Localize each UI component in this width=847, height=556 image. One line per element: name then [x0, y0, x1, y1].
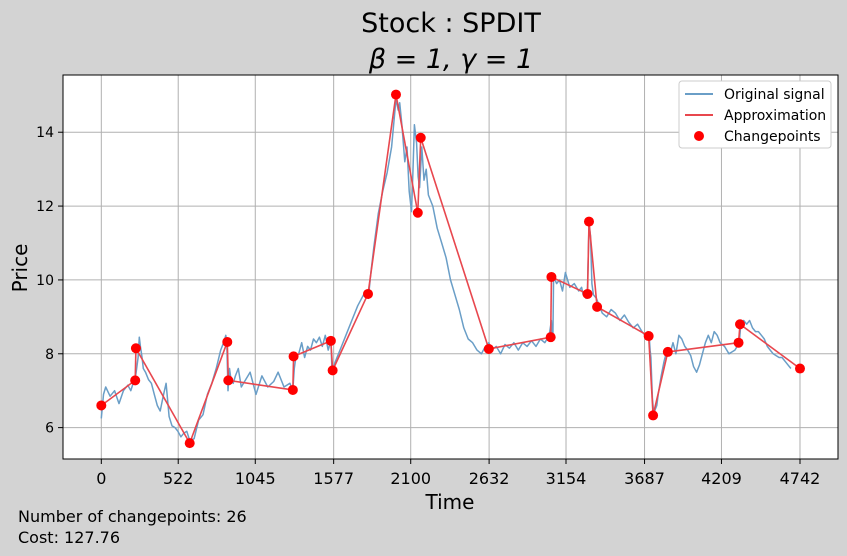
approximation-segment: [588, 221, 598, 307]
cost-text: Cost: 127.76: [18, 528, 121, 547]
x-tick-label: 1577: [313, 469, 354, 488]
changepoint-marker: [390, 89, 401, 100]
changepoint-marker: [288, 351, 299, 362]
approximation-segment: [188, 341, 229, 444]
y-tick-label: 8: [45, 347, 54, 363]
x-tick-label: 2632: [469, 469, 510, 488]
legend-original-label: Original signal: [724, 87, 825, 103]
x-tick-label: 522: [163, 469, 194, 488]
approximation-series: [100, 94, 801, 444]
x-tick-label: 3154: [546, 469, 587, 488]
approximation-segment: [652, 351, 669, 416]
original-signal-line: [100, 98, 792, 442]
changepoint-marker: [648, 410, 659, 421]
x-tick-label: 3687: [624, 469, 665, 488]
approximation-segment: [367, 94, 397, 295]
approximation-segment: [647, 336, 654, 416]
changepoint-marker: [415, 132, 426, 143]
approximation-segment: [135, 347, 191, 444]
approximation-segment: [549, 276, 553, 338]
changepoint-marker: [546, 271, 557, 282]
changepoint-marker: [223, 375, 234, 386]
y-tick-label: 12: [36, 199, 54, 215]
approximation-segment: [586, 221, 590, 294]
approximation-segment: [226, 341, 230, 381]
x-axis: 0 522 1045 1577 2100 2632 3154 3687 4209 4742: [96, 459, 820, 488]
legend-changepoints-swatch: [694, 131, 704, 141]
y-tick-label: 6: [45, 421, 54, 437]
approximation-segment: [419, 137, 490, 350]
x-tick-label: 4742: [780, 469, 821, 488]
changepoints-count-text: Number of changepoints: 26: [18, 507, 247, 526]
approximation-segment: [596, 306, 650, 337]
legend: Original signal Approximation Changepoin…: [678, 80, 832, 149]
chart-title: Stock : SPDIT: [361, 8, 541, 39]
changepoint-marker: [130, 343, 141, 354]
changepoint-marker: [287, 384, 298, 395]
changepoint-marker: [362, 288, 373, 299]
approximation-segment: [228, 379, 293, 391]
x-tick-label: 1045: [235, 469, 276, 488]
y-tick-label: 14: [36, 125, 54, 141]
y-axis: 6 8 10 12 14: [36, 125, 63, 437]
chart-subtitle: β = 1, γ = 1: [368, 44, 533, 75]
approximation-segment: [292, 356, 295, 390]
changepoint-marker: [662, 346, 673, 357]
x-tick-label: 2100: [390, 469, 431, 488]
y-axis-label: Price: [8, 244, 32, 293]
approximation-segment: [331, 293, 369, 371]
changepoint-marker: [545, 332, 556, 343]
plot-frame: [62, 74, 839, 460]
legend-changepoints-label: Changepoints: [724, 129, 821, 145]
x-tick-label: 4209: [701, 469, 742, 488]
changepoint-marker: [582, 288, 593, 299]
approximation-segment: [667, 341, 739, 353]
x-axis-label: Time: [425, 490, 475, 514]
approximation-segment: [293, 340, 332, 358]
changepoints-series: [96, 89, 805, 449]
approximation-segment: [739, 323, 801, 370]
changepoint-marker: [184, 438, 195, 449]
original-signal-series: [100, 98, 792, 442]
changepoint-marker: [592, 301, 603, 312]
legend-approximation-label: Approximation: [724, 108, 826, 124]
changepoint-marker: [325, 335, 336, 346]
y-tick-label: 10: [36, 273, 54, 289]
changepoint-marker: [643, 331, 654, 342]
changepoint-marker: [412, 207, 423, 218]
approximation-segment: [416, 137, 422, 213]
approximation-segment: [395, 94, 419, 213]
changepoint-marker: [733, 337, 744, 348]
changepoint-marker: [327, 365, 338, 376]
x-tick-label: 0: [96, 469, 106, 488]
changepoint-marker: [735, 319, 746, 330]
changepoint-marker: [222, 336, 233, 347]
legend-box: [678, 80, 832, 149]
approximation-segment: [100, 379, 136, 407]
approximation-segment: [134, 348, 137, 381]
changepoint-marker: [583, 216, 594, 227]
changepoint-marker: [130, 375, 141, 386]
changepoint-marker: [794, 363, 805, 374]
changepoint-marker: [483, 343, 494, 354]
changepoint-marker: [96, 400, 107, 411]
approximation-segment: [551, 276, 588, 295]
approximation-segment: [488, 336, 551, 350]
